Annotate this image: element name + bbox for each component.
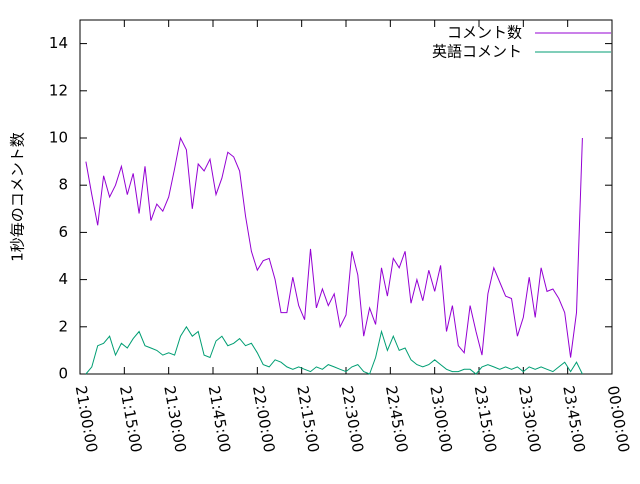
y-tick-label: 0: [58, 365, 68, 383]
y-tick-label: 8: [58, 176, 68, 194]
y-tick-label: 6: [58, 223, 68, 241]
x-tick-label: 23:30:00: [515, 384, 544, 453]
series-line: [85, 325, 583, 375]
x-tick-label: 21:15:00: [116, 384, 145, 453]
y-axis-label: 1秒毎のコメント数: [9, 132, 27, 262]
x-tick-label: 22:15:00: [293, 384, 322, 453]
y-tick-label: 14: [49, 34, 68, 52]
x-tick-label: 00:00:00: [604, 384, 633, 453]
y-tick-label: 2: [58, 317, 68, 335]
plot-frame: [79, 19, 613, 375]
x-tick-label: 21:00:00: [72, 384, 101, 453]
y-tick-label: 10: [49, 129, 68, 147]
legend-label: 英語コメント: [432, 43, 522, 61]
y-tick-label: 4: [58, 270, 68, 288]
x-tick-label: 23:00:00: [426, 384, 455, 453]
y-tick-label: 12: [49, 81, 68, 99]
legend-label: コメント数: [447, 24, 522, 42]
x-tick-label: 21:30:00: [160, 384, 189, 453]
x-tick-label: 22:30:00: [338, 384, 367, 453]
x-tick-label: 21:45:00: [205, 384, 234, 453]
x-tick-label: 22:45:00: [382, 384, 411, 453]
x-tick-label: 23:45:00: [559, 384, 588, 453]
x-tick-label: 23:15:00: [471, 384, 500, 453]
series-line: [85, 136, 583, 358]
x-tick-label: 22:00:00: [249, 384, 278, 453]
